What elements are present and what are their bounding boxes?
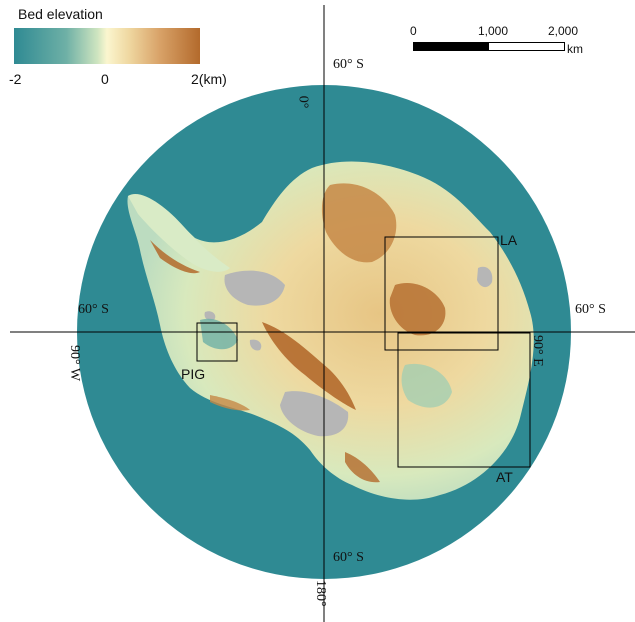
- scale-unit: km: [567, 42, 583, 56]
- transantarctic-mountains: [262, 322, 356, 410]
- ross-ice-shelf: [280, 391, 349, 437]
- ronne-filchner-ice-shelf: [224, 270, 285, 306]
- lat-label-right: 60° S: [575, 302, 606, 317]
- scale-bar-filled-segment: [414, 43, 489, 50]
- region-label-la: LA: [500, 232, 518, 248]
- coastal-mountains-south: [345, 452, 380, 483]
- legend-colorbar: [14, 28, 200, 64]
- scale-tick-2000: 2,000: [548, 24, 579, 38]
- lon-label-right: 90° E: [530, 335, 545, 367]
- east-highland: [321, 183, 397, 263]
- region-box-at: [397, 332, 531, 468]
- small-ice-shelf-2: [204, 311, 216, 321]
- region-box-la: [384, 236, 499, 351]
- peninsula-ridge: [150, 240, 200, 274]
- region-label-pig: PIG: [181, 366, 206, 382]
- region-label-at: AT: [496, 469, 513, 485]
- lat-label-bottom: 60° S: [333, 550, 364, 565]
- scale-bar: [413, 42, 565, 51]
- amery-ice-shelf: [477, 266, 493, 288]
- subglacial-basin-west: [200, 318, 238, 350]
- legend-title: Bed elevation: [18, 6, 103, 22]
- scale-tick-1000: 1,000: [478, 24, 509, 38]
- scale-tick-0: 0: [410, 24, 417, 38]
- antarctic-peninsula: [128, 193, 230, 272]
- lon-label-left: 90° W: [67, 345, 82, 382]
- west-relief: [210, 395, 250, 411]
- legend-min-label: -2: [9, 71, 22, 87]
- legend-mid-label: 0: [101, 71, 109, 87]
- legend-max-label: 2(km): [191, 71, 227, 87]
- region-box-pig: [196, 322, 238, 362]
- east-highland-2: [389, 282, 446, 336]
- lon-label-bottom: 180°: [313, 580, 328, 607]
- lat-label-top: 60° S: [333, 57, 364, 72]
- continent-shape: [127, 161, 534, 500]
- subglacial-basin-east: [401, 363, 452, 408]
- lon-label-top: 0°: [295, 95, 311, 109]
- small-ice-shelf-1: [249, 339, 262, 351]
- lat-label-left: 60° S: [78, 302, 109, 317]
